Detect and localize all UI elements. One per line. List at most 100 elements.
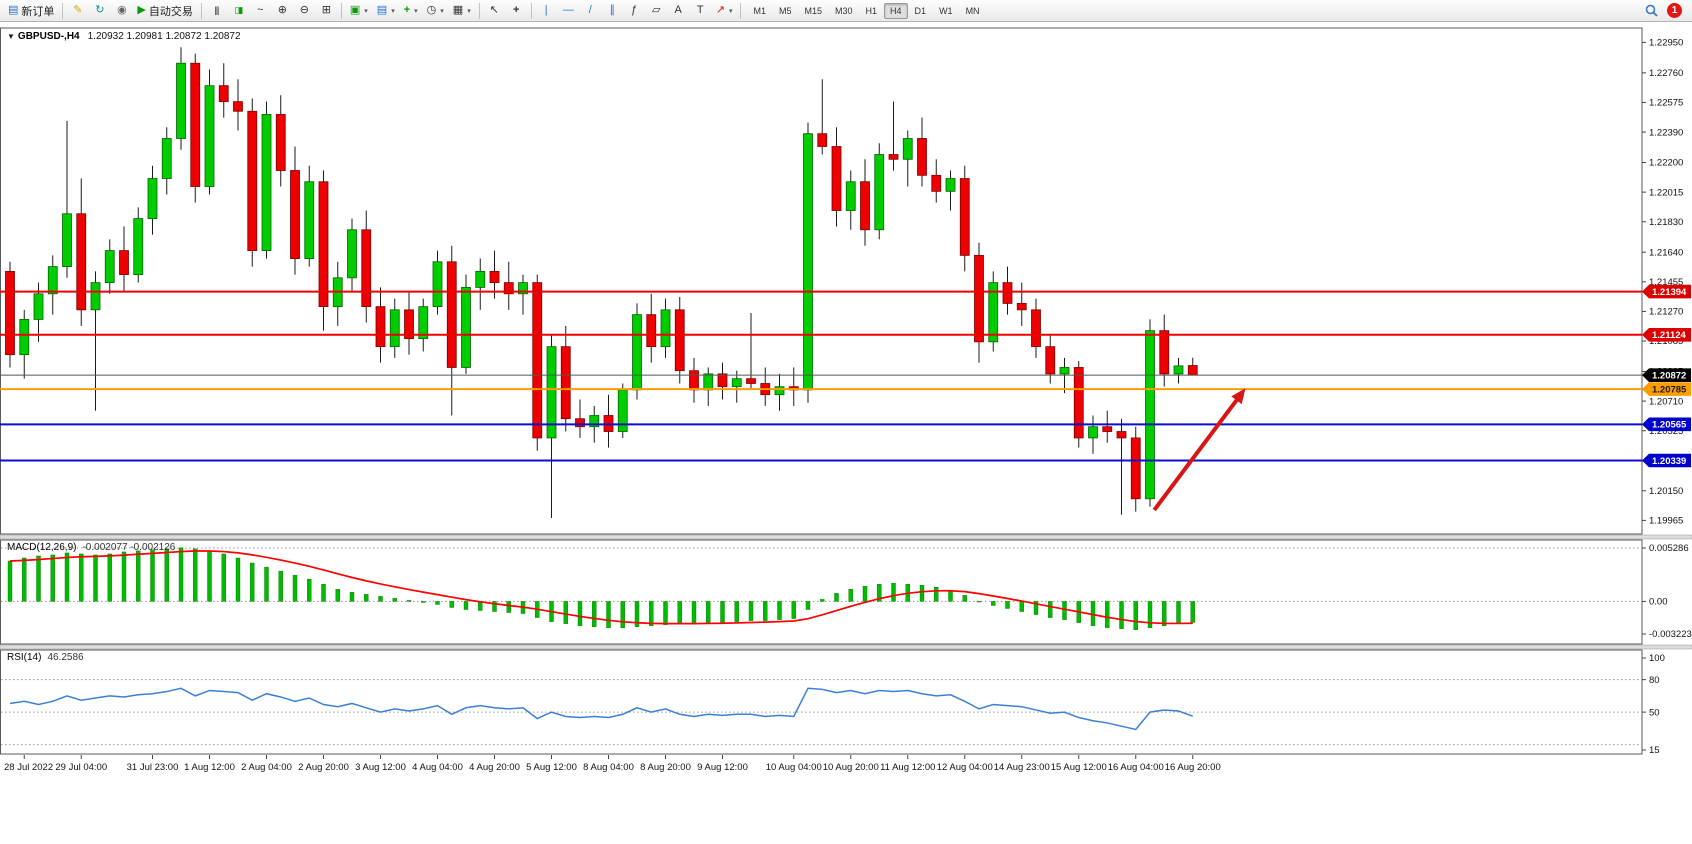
rsi-line	[9, 687, 1194, 731]
timeframe-M5[interactable]: M5	[778, 5, 792, 16]
svg-text:1 Aug 12:00: 1 Aug 12:00	[184, 762, 235, 773]
new-order-label: 新订单	[21, 5, 55, 18]
panel-frames	[0, 27, 1692, 755]
shapes-button[interactable]: ▱	[646, 1, 667, 20]
fibonacci-icon: ƒ	[631, 4, 638, 16]
periods-button[interactable]: ◷ ▾	[423, 1, 448, 20]
svg-text:8 Aug 20:00: 8 Aug 20:00	[640, 762, 691, 773]
text-button[interactable]: A	[668, 1, 689, 20]
svg-text:8 Aug 04:00: 8 Aug 04:00	[583, 762, 634, 773]
svg-text:2 Aug 20:00: 2 Aug 20:00	[298, 762, 349, 773]
svg-text:1.21124: 1.21124	[1652, 330, 1687, 341]
svg-text:11 Aug 12:00: 11 Aug 12:00	[880, 762, 935, 773]
rsi-title: RSI(14) 46.2586	[7, 652, 84, 663]
timeframe-W1[interactable]: W1	[939, 5, 953, 16]
trend-arrow[interactable]	[1152, 388, 1246, 512]
svg-text:16 Aug 20:00: 16 Aug 20:00	[1165, 762, 1221, 773]
chart-candles-button[interactable]: ▯▮	[228, 1, 249, 20]
metaeditor-icon: ✎	[73, 4, 83, 16]
svg-text:1.20710: 1.20710	[1649, 396, 1683, 407]
search-icon	[1645, 4, 1658, 17]
svg-text:3 Aug 12:00: 3 Aug 12:00	[355, 762, 406, 773]
price-tags: 1.21394 1.21124 1.20872 1.20785 1.20565 1.203…	[1642, 284, 1691, 468]
new-chart-button[interactable]: ▣ ▾	[346, 1, 372, 20]
price-axis: 1.22950 1.22760 1.22575 1.22390 1.22200 1.220…	[1642, 38, 1683, 527]
toolbar-separator	[340, 2, 342, 19]
chart-line-button[interactable]: ~	[250, 1, 271, 20]
arrows-button[interactable]: ↗ ▾	[712, 1, 737, 20]
dropdown-icon: ▾	[414, 7, 418, 15]
timeframe-H1[interactable]: H1	[865, 5, 878, 16]
svg-text:1.21830: 1.21830	[1649, 217, 1683, 228]
channel-button[interactable]: ∥	[602, 1, 623, 20]
main-toolbar: ▤ 新订单 ✎ ↻ ◉ ▶ 自动交易 ||| ▯▮ ~ ⊕ ⊖ ⊞ ▣ ▾ ▤ ▾ …	[0, 0, 1692, 22]
chart-window[interactable]: 1.22950 1.22760 1.22575 1.22390 1.22200 1.220…	[0, 22, 1692, 844]
zoom-in-icon: ⊕	[277, 4, 287, 16]
timeframe-M15[interactable]: M15	[804, 5, 822, 16]
templates-button[interactable]: ▦ ▾	[449, 1, 475, 20]
new-chart-icon: ▣	[349, 4, 361, 16]
new-order-icon: ▤	[8, 4, 19, 16]
chart-bars-button[interactable]: |||	[206, 1, 227, 20]
new-order-button[interactable]: ▤ 新订单	[4, 1, 58, 20]
arrow-object-icon: ↗	[715, 4, 725, 16]
timeframe-M30[interactable]: M30	[835, 5, 853, 16]
macd-values-label: -0.002077 -0.002126	[82, 542, 176, 553]
zoom-out-button[interactable]: ⊖	[294, 1, 315, 20]
toolbar-separator	[62, 2, 64, 19]
notifications-badge[interactable]: 1	[1667, 3, 1682, 18]
toolbar-separator	[200, 2, 202, 19]
tile-windows-button[interactable]: ⊞	[316, 1, 337, 20]
timeframe-MN[interactable]: MN	[965, 5, 980, 16]
search-button[interactable]	[1641, 1, 1662, 20]
dropdown-icon: ▾	[364, 7, 368, 15]
mql5-community-button[interactable]: ◉	[111, 1, 132, 20]
profiles-button[interactable]: ▤ ▾	[373, 1, 399, 20]
chart-title: ▼ GBPUSD-,H4 1.20932 1.20981 1.20872 1.208…	[7, 31, 241, 42]
indicators-button[interactable]: + ▾	[400, 1, 422, 20]
ohlc-quote-label: 1.20932 1.20981 1.20872 1.20872	[87, 31, 241, 42]
timeframe-D1[interactable]: D1	[914, 5, 927, 16]
svg-text:15 Aug 12:00: 15 Aug 12:00	[1051, 762, 1107, 773]
refresh-button[interactable]: ↻	[89, 1, 110, 20]
profiles-icon: ▤	[376, 4, 388, 16]
crosshair-button[interactable]: +	[506, 1, 527, 20]
svg-text:80: 80	[1649, 675, 1660, 686]
metaeditor-button[interactable]: ✎	[67, 1, 88, 20]
trendline-button[interactable]: /	[580, 1, 601, 20]
symbol-dropdown-icon[interactable]: ▼	[7, 32, 15, 41]
zoom-out-icon: ⊖	[299, 4, 309, 16]
tile-windows-icon: ⊞	[321, 4, 331, 16]
cursor-icon: ↖	[489, 4, 499, 16]
timeframe-group: M1 M5 M15 M30 H1 H4 D1 W1 MN	[747, 2, 985, 19]
shapes-icon: ▱	[651, 4, 661, 16]
time-axis: 28 Jul 2022 29 Jul 04:00 31 Jul 23:00 1 Aug…	[4, 755, 1221, 773]
svg-text:50: 50	[1649, 707, 1660, 718]
svg-text:1.22015: 1.22015	[1649, 187, 1683, 198]
zoom-in-button[interactable]: ⊕	[272, 1, 293, 20]
macd-label: MACD(12,26,9)	[7, 542, 77, 553]
horizontal-line-button[interactable]: —	[558, 1, 579, 20]
svg-text:1.20339: 1.20339	[1652, 456, 1686, 467]
indicators-plus-icon: +	[403, 4, 411, 16]
svg-text:5 Aug 12:00: 5 Aug 12:00	[526, 762, 577, 773]
chart-canvas[interactable]: 1.22950 1.22760 1.22575 1.22390 1.22200 1.220…	[0, 22, 1692, 844]
svg-text:9 Aug 12:00: 9 Aug 12:00	[697, 762, 748, 773]
svg-text:1.20525: 1.20525	[1649, 426, 1683, 437]
template-icon: ▦	[452, 4, 464, 16]
mql5-icon: ◉	[117, 4, 127, 16]
fibonacci-button[interactable]: ƒ	[624, 1, 645, 20]
svg-text:4 Aug 04:00: 4 Aug 04:00	[412, 762, 463, 773]
vertical-line-button[interactable]: |	[536, 1, 557, 20]
candlestick-icon: ▯▮	[234, 5, 243, 15]
svg-text:1.20785: 1.20785	[1652, 384, 1687, 395]
cursor-button[interactable]: ↖	[484, 1, 505, 20]
svg-text:1.22200: 1.22200	[1649, 158, 1683, 169]
crosshair-icon: +	[513, 4, 520, 16]
timeframe-M1[interactable]: M1	[753, 5, 766, 16]
text-label-button[interactable]: T	[690, 1, 711, 20]
dropdown-icon: ▾	[391, 7, 395, 15]
autotrading-button[interactable]: ▶ 自动交易	[133, 1, 196, 20]
svg-text:1.20565: 1.20565	[1652, 420, 1687, 431]
timeframe-H4[interactable]: H4	[884, 2, 908, 19]
